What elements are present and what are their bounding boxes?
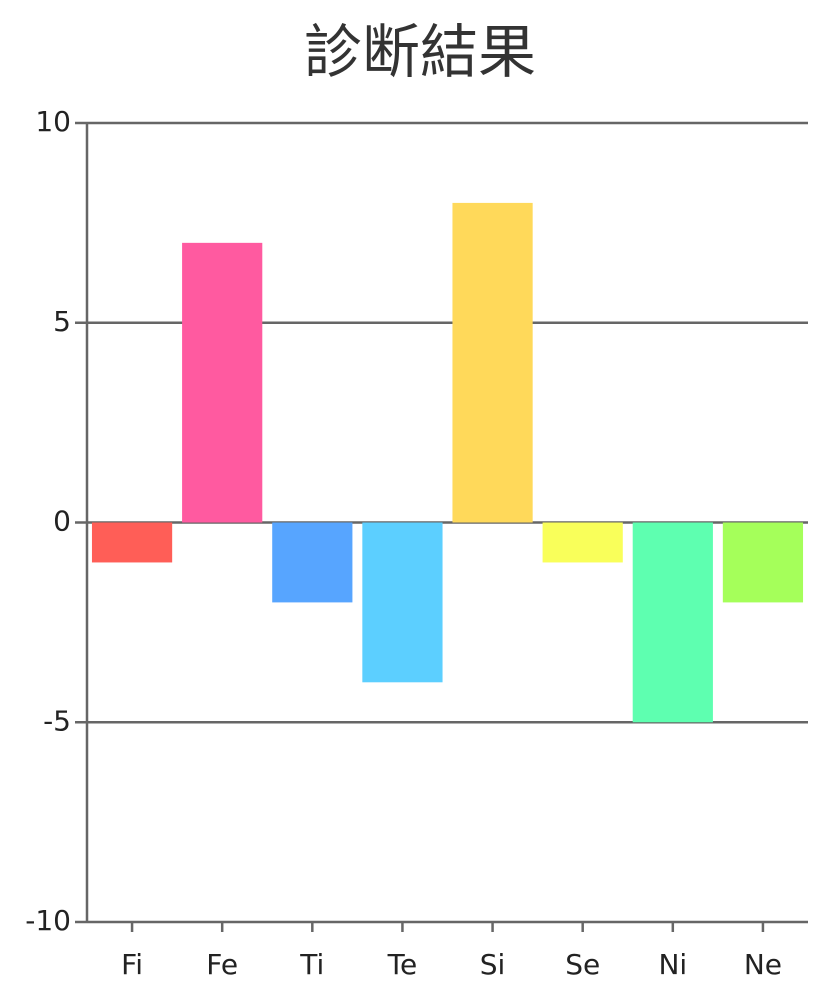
x-tick-label: Fi [121,948,143,981]
x-tick-label: Ne [744,948,782,981]
x-tick-label: Ni [658,948,687,981]
x-tick-label: Fe [206,948,238,981]
bar [91,522,173,563]
x-tick-label: Ti [299,948,324,981]
bar [452,202,533,523]
bar [182,242,263,523]
bar [542,522,623,563]
y-tick-label: 5 [53,305,71,338]
x-tick-label: Si [480,948,506,981]
x-tick-label: Te [387,948,418,981]
y-tick-label: 0 [53,505,71,538]
y-tick-label: -10 [25,904,71,937]
bar [272,522,353,603]
chart-title: 診断結果 [304,18,536,86]
bar [632,522,713,723]
x-tick-label: Se [565,948,600,981]
y-tick-label: -5 [43,704,71,737]
bar [362,522,443,683]
bar [722,522,804,603]
y-tick-label: 10 [35,105,71,138]
